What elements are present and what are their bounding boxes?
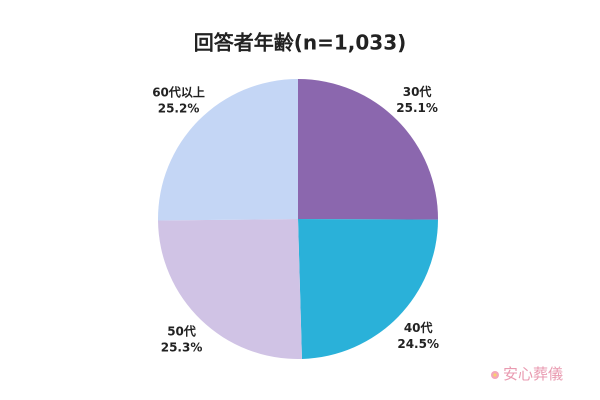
pie-slice [158,219,302,359]
slice-category-label: 50代 [167,324,196,339]
slice-value-label: 25.1% [396,101,438,115]
slice-category-label: 30代 [403,84,432,99]
slice-category-label: 40代 [404,320,433,335]
pie-slice [298,79,438,220]
slice-value-label: 25.3% [161,341,203,355]
logo-flower-center [493,373,497,377]
pie-slice [158,79,298,221]
pie-slice [298,219,438,359]
slice-value-label: 24.5% [397,337,439,351]
watermark: 安心葬儀 [503,365,563,383]
slice-value-label: 25.2% [158,101,200,115]
chart-title: 回答者年齢(n=1,033) [194,31,407,55]
slice-category-label: 60代以上 [152,84,205,99]
